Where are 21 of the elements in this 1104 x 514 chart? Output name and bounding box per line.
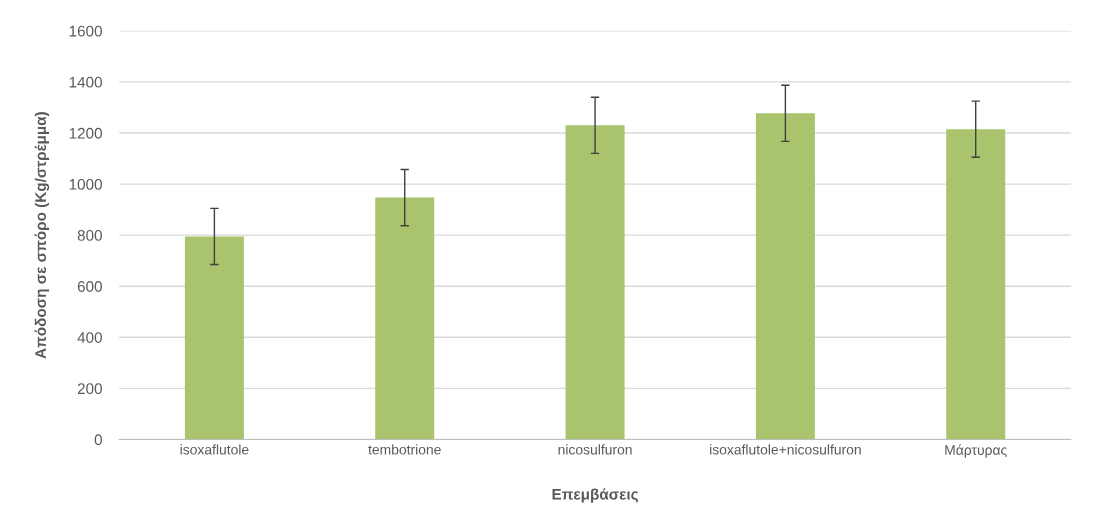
y-axis-title: Απόδοση σε σπόρο (Kg/στρέμμα)	[34, 112, 50, 359]
x-tick-label: isoxaflutole+nicosulfuron	[710, 444, 861, 455]
y-tick-label: 400	[77, 332, 102, 343]
x-tick-label: nicosulfuron	[558, 444, 632, 455]
y-tick-label: 800	[77, 230, 102, 241]
y-tick-label: 0	[94, 434, 102, 446]
bar	[184, 236, 244, 440]
y-tick-label: 200	[77, 383, 102, 395]
bar	[946, 129, 1006, 440]
y-tick-label: 600	[77, 281, 102, 292]
y-tick-label: 1200	[69, 127, 102, 139]
bar	[565, 125, 625, 440]
y-tick-label: 1000	[69, 178, 102, 190]
x-tick-label: isoxaflutole	[180, 444, 249, 455]
x-tick-label: Μάρτυρας	[945, 444, 1007, 458]
bar	[375, 197, 435, 440]
y-tick-label: 1400	[69, 76, 102, 88]
x-tick-label: tembotrione	[368, 444, 441, 455]
y-tick-label: 1600	[69, 25, 102, 37]
bar	[755, 113, 815, 440]
x-axis-title: Επεμβάσεις	[552, 488, 638, 503]
